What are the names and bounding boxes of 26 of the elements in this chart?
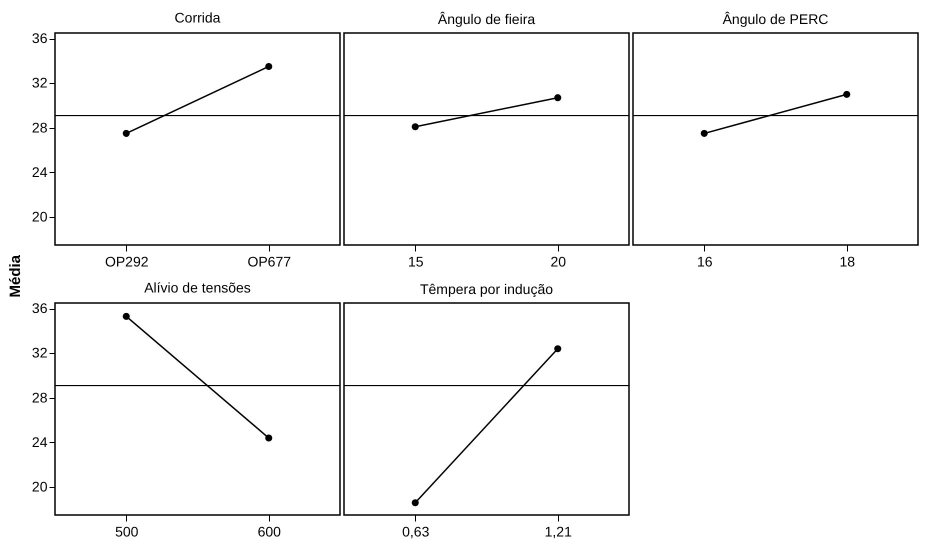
chart-title: Corrida xyxy=(174,10,221,26)
y-axis-title: Média xyxy=(6,255,24,298)
y-tick-label: 20 xyxy=(32,208,48,225)
x-tick-label: 20 xyxy=(550,254,566,270)
y-tick-label: 20 xyxy=(32,478,48,495)
x-tick-label: OP677 xyxy=(247,254,292,270)
x-tick-label: 600 xyxy=(258,524,282,540)
y-tick-label: 28 xyxy=(32,119,48,136)
chart-title: Têmpera por indução xyxy=(420,281,554,297)
y-tick-label: 28 xyxy=(32,389,48,406)
y-tick-label: 24 xyxy=(32,164,48,180)
y-tick-label: 32 xyxy=(32,74,48,91)
x-tick-label: 500 xyxy=(115,524,139,540)
x-tick-label: 1,21 xyxy=(544,524,572,540)
x-tick-label: 0,63 xyxy=(402,524,430,540)
y-tick-label: 36 xyxy=(32,300,48,316)
x-tick-label: 15 xyxy=(408,254,424,270)
x-tick-label: 16 xyxy=(696,254,713,270)
x-tick-label: 18 xyxy=(839,254,856,270)
chart-title: Ângulo de PERC xyxy=(722,11,828,27)
y-tick-label: 24 xyxy=(32,434,48,450)
x-tick-label: OP292 xyxy=(104,254,149,270)
chart-title: Ângulo de fieira xyxy=(438,11,536,27)
y-tick-label: 32 xyxy=(32,344,48,361)
y-tick-label: 36 xyxy=(32,30,48,46)
chart-title: Alívio de tensões xyxy=(144,280,251,296)
